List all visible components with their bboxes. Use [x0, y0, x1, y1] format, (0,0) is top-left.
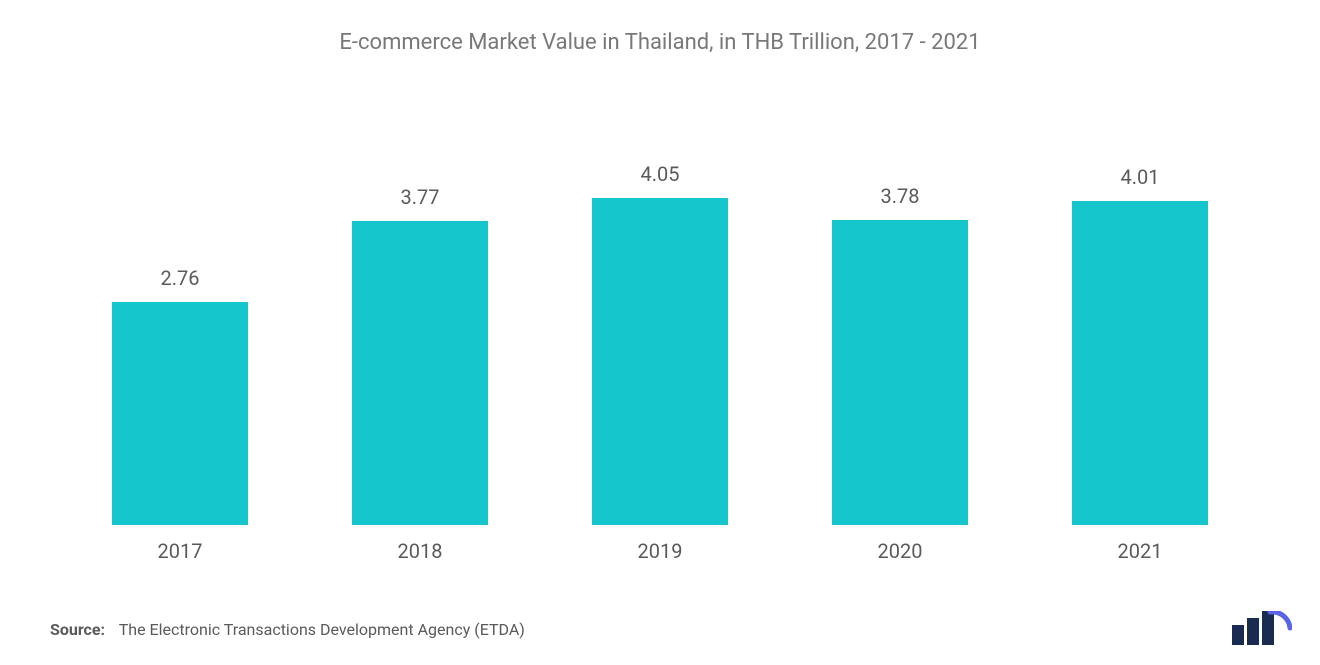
x-tick-label: 2020 [780, 539, 1020, 563]
bar [832, 220, 969, 525]
bar-value-label: 3.77 [401, 185, 440, 209]
chart-title: E-commerce Market Value in Thailand, in … [50, 30, 1270, 55]
bar-value-label: 4.01 [1121, 165, 1160, 189]
source-label: Source: [50, 620, 105, 639]
source-text: The Electronic Transactions Development … [119, 620, 525, 639]
bar-slot: 3.78 [780, 65, 1020, 525]
x-tick-label: 2021 [1020, 539, 1260, 563]
bar-value-label: 4.05 [641, 162, 680, 186]
chart-container: E-commerce Market Value in Thailand, in … [0, 0, 1320, 665]
bar-series: 2.76 3.77 4.05 3.78 4.01 [60, 65, 1260, 525]
bar [352, 221, 489, 525]
x-tick-label: 2017 [60, 539, 300, 563]
bar [1072, 201, 1209, 525]
logo-bar-3 [1262, 611, 1274, 645]
bar [592, 198, 729, 525]
bar-slot: 2.76 [60, 65, 300, 525]
bar-value-label: 2.76 [161, 266, 200, 290]
bar [112, 302, 249, 525]
plot-area: 2.76 3.77 4.05 3.78 4.01 [60, 65, 1260, 525]
source-attribution: Source: The Electronic Transactions Deve… [50, 620, 525, 639]
brand-logo [1232, 611, 1292, 645]
bar-slot: 3.77 [300, 65, 540, 525]
bar-slot: 4.01 [1020, 65, 1260, 525]
bar-value-label: 3.78 [881, 184, 920, 208]
x-tick-label: 2019 [540, 539, 780, 563]
logo-bar-2 [1247, 618, 1259, 645]
x-tick-label: 2018 [300, 539, 540, 563]
x-axis: 20172018201920202021 [60, 539, 1260, 563]
logo-bar-1 [1232, 625, 1244, 645]
bar-slot: 4.05 [540, 65, 780, 525]
